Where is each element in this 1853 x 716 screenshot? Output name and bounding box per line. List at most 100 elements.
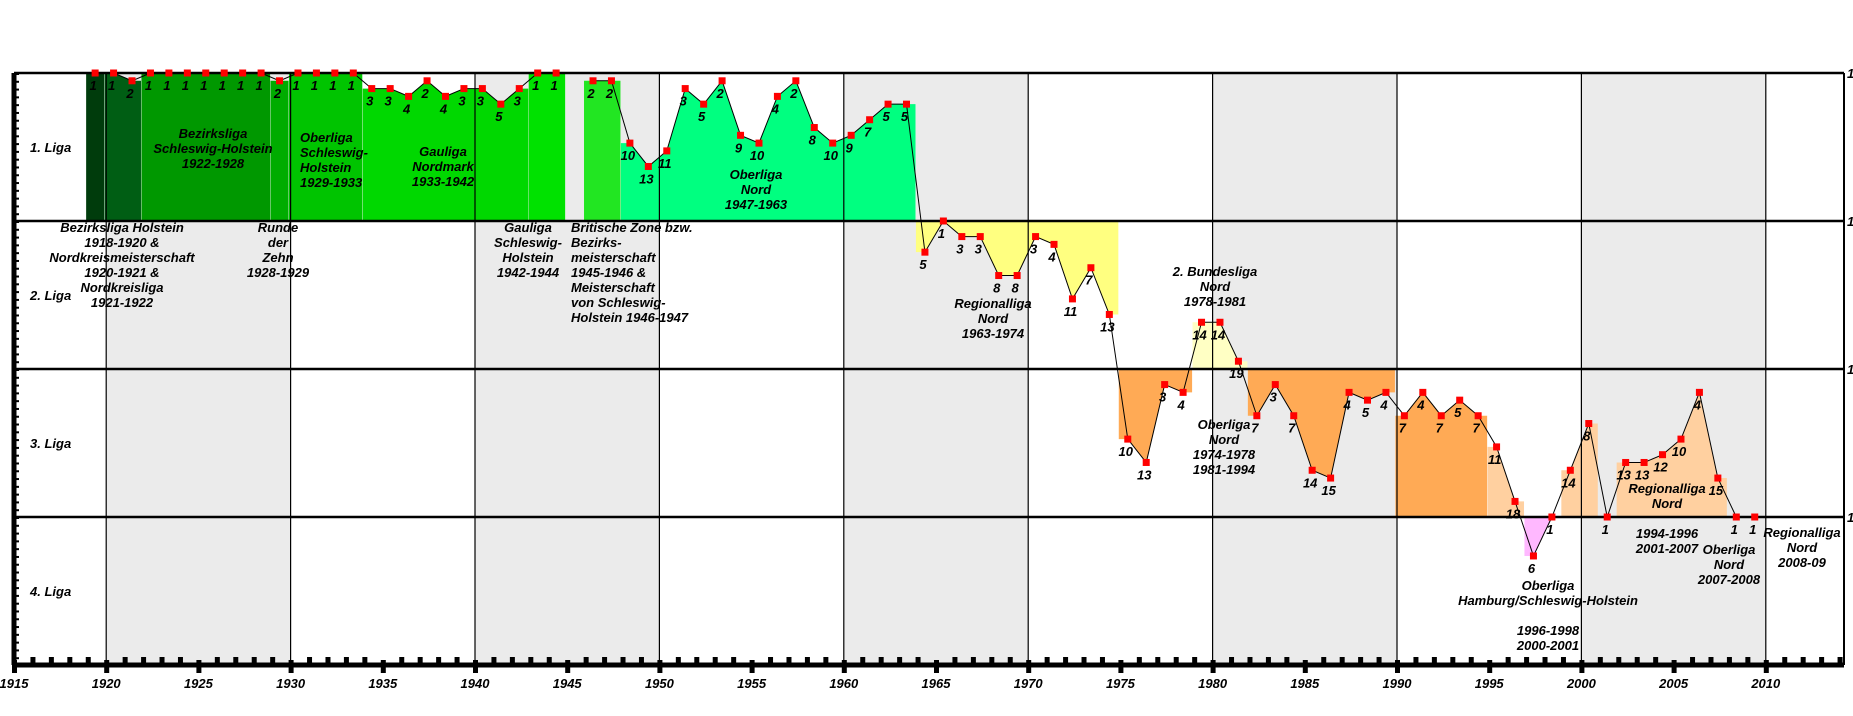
position-line-segment: [593, 79, 1755, 558]
position-marker: [91, 69, 99, 77]
x-tick-label: 1975: [1106, 676, 1136, 691]
position-marker: [441, 92, 449, 100]
x-tick-label: 2000: [1566, 676, 1597, 691]
annotation-line: Nord: [1714, 557, 1745, 572]
annotation-line: 2. Bundesliga: [1172, 264, 1258, 279]
position-label: 9: [735, 140, 743, 155]
position-label: 10: [621, 148, 636, 163]
position-label: 7: [1251, 421, 1259, 436]
annotation-line: 2008-09: [1777, 555, 1826, 570]
position-marker: [1548, 513, 1556, 521]
x-tick: [1837, 657, 1843, 665]
position-label: 7: [1473, 421, 1481, 436]
annotation-line: 1978-1981: [1184, 294, 1246, 309]
x-tick: [989, 657, 995, 665]
position-marker: [1198, 318, 1206, 326]
x-tick-label: 1940: [461, 676, 491, 691]
position-marker: [1640, 458, 1648, 466]
y-minor-tick: [14, 431, 19, 434]
y-level-label: 1. Liga: [30, 140, 71, 155]
league-annotation: Regionalliga Nord 2008-09: [1763, 525, 1840, 570]
league-fill-area: [86, 73, 105, 221]
position-marker: [810, 124, 818, 132]
position-label: 2: [420, 86, 429, 101]
y-minor-tick: [14, 501, 19, 504]
league-annotation: Bezirksliga Holstein 1918-1920 & Nordkreis…: [49, 220, 195, 310]
x-tick: [1044, 657, 1050, 665]
x-tick: [1063, 657, 1069, 665]
x-tick: [1247, 657, 1253, 665]
x-tick: [1265, 657, 1271, 665]
y-minor-tick: [14, 439, 19, 442]
position-label: 6: [1528, 561, 1536, 576]
x-tick: [1173, 657, 1179, 665]
x-tick: [1726, 657, 1732, 665]
position-label: 2: [789, 86, 798, 101]
annotation-line: Regionalliga: [1763, 525, 1840, 540]
annotation-line: Britische Zone bzw.: [571, 220, 693, 235]
y-minor-tick: [14, 454, 19, 457]
league-fill-area: [620, 80, 916, 221]
position-marker: [700, 100, 708, 108]
y-minor-tick: [14, 353, 19, 356]
annotation-line: 1922-1928: [182, 156, 245, 171]
annotation-line: Oberliga: [1522, 578, 1575, 593]
position-marker: [1659, 451, 1667, 459]
x-tick-label: 1925: [184, 676, 214, 691]
league-fill-area: [528, 73, 566, 221]
position-label: 2: [586, 86, 595, 101]
annotation-line: [1665, 511, 1669, 526]
position-label: 19: [1229, 366, 1244, 381]
position-marker: [1732, 513, 1740, 521]
position-marker: [1714, 474, 1722, 482]
position-marker: [331, 69, 339, 77]
x-tick: [399, 657, 405, 665]
y-minor-tick: [14, 407, 19, 410]
position-label: 4: [1416, 397, 1425, 412]
x-tick: [251, 657, 257, 665]
y-minor-tick: [14, 369, 19, 371]
x-tick: [565, 660, 571, 673]
position-label: 14: [1192, 327, 1207, 342]
x-tick-label: 1970: [1014, 676, 1044, 691]
position-label: 10: [824, 148, 839, 163]
annotation-line: 2007-2008: [1697, 572, 1761, 587]
position-marker: [1161, 381, 1169, 389]
annotation-line: Runde: [258, 220, 298, 235]
x-tick: [1450, 657, 1456, 665]
right-axis-label: 1: [1847, 66, 1853, 81]
x-tick: [694, 657, 700, 665]
league-annotation: Britische Zone bzw. Bezirks-meisterschaft…: [571, 220, 693, 325]
league-annotation: Oberliga Nord 2007-2008: [1697, 542, 1761, 587]
position-label: 7: [1085, 273, 1093, 288]
annotation-line: Regionalliga: [954, 296, 1031, 311]
position-marker: [1234, 357, 1242, 365]
position-label: 3: [680, 94, 688, 109]
x-tick: [731, 657, 737, 665]
y-minor-tick: [14, 314, 19, 317]
position-marker: [1493, 443, 1501, 451]
y-minor-tick: [14, 298, 19, 301]
x-tick-label: 2005: [1658, 676, 1689, 691]
x-tick: [1708, 657, 1714, 665]
annotation-line: Nord: [1200, 279, 1231, 294]
position-label: 1: [1546, 522, 1553, 537]
annotation-line: Nord: [741, 182, 772, 197]
position-marker: [146, 69, 154, 77]
position-label: 5: [919, 257, 927, 272]
position-label: 3: [458, 94, 466, 109]
x-tick: [1007, 657, 1013, 665]
annotation-line: 1981-1994: [1193, 462, 1256, 477]
position-marker: [939, 217, 947, 225]
position-marker: [1068, 295, 1076, 303]
x-tick: [122, 657, 128, 665]
position-label: 8: [1012, 281, 1020, 296]
position-marker: [921, 248, 929, 256]
league-annotation: Oberliga Nord 1947-1963: [725, 167, 788, 212]
x-tick: [1081, 657, 1087, 665]
annotation-line: 1963-1974: [962, 326, 1025, 341]
y-minor-tick: [14, 618, 19, 621]
position-label: 4: [1047, 249, 1056, 264]
position-label: 8: [809, 133, 817, 148]
position-label: 3: [477, 94, 485, 109]
